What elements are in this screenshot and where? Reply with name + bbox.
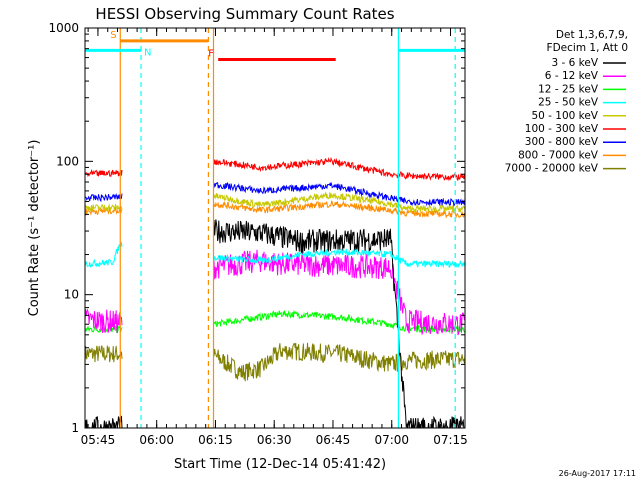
series-line-2-segment-1 [85, 308, 123, 334]
series-line-5-segment-2 [213, 191, 465, 214]
series-line-1-segment-2 [212, 219, 465, 428]
chart-title: HESSI Observing Summary Count Rates [95, 5, 394, 23]
series-line-5-segment-1 [85, 203, 123, 213]
legend-label-5: 50 - 100 keV [531, 110, 598, 122]
series-line-1-segment-1 [85, 415, 123, 428]
x-tick-label-1: 05:45 [81, 433, 116, 447]
legend-label-1: 3 - 6 keV [551, 57, 598, 69]
marker-layer [119, 28, 456, 428]
series-line-6-segment-1 [85, 168, 123, 178]
footer-stamp: 26-Aug-2017 17:11 [559, 469, 636, 478]
legend-label-3: 12 - 25 keV [538, 83, 599, 95]
legend-label-9: 7000 - 20000 keV [505, 163, 599, 175]
x-tick-label-3: 06:15 [198, 433, 233, 447]
legend-label-7: 300 - 800 keV [525, 136, 599, 148]
series-line-4-segment-1 [85, 241, 123, 268]
series-line-2-segment-2 [212, 249, 465, 336]
annotation-label-3: F [208, 49, 214, 60]
x-tick-label-2: 06:00 [139, 433, 174, 447]
x-axis-label: Start Time (12-Dec-14 05:41:42) [174, 457, 386, 472]
legend-label-8: 800 - 7000 keV [518, 149, 599, 161]
x-tick-label-4: 06:30 [257, 433, 292, 447]
legend-header-1: Det 1,3,6,7,9, [556, 29, 628, 41]
x-tick-label-5: 06:45 [316, 433, 351, 447]
plot-frame [84, 27, 466, 429]
annotation-label-2: N [144, 47, 151, 58]
series-line-7-segment-1 [85, 192, 123, 203]
series-line-3-segment-1 [85, 325, 123, 334]
x-tick-label-7: 07:15 [433, 433, 468, 447]
series-line-9-segment-2 [212, 342, 465, 382]
series-line-4-segment-2 [213, 247, 465, 269]
legend-label-6: 100 - 300 keV [525, 123, 599, 135]
y-tick-label-4: 1000 [48, 21, 79, 35]
series-line-7-segment-2 [213, 181, 465, 207]
series-line-8-segment-1 [85, 205, 123, 216]
y-axis-label: Count Rate (s⁻¹ detector⁻¹) [27, 140, 42, 317]
series-line-9-segment-1 [85, 345, 123, 364]
legend: Det 1,3,6,7,9,FDecim 1, Att 0 3 - 6 keV6 … [505, 29, 628, 175]
series-line-8-segment-2 [212, 200, 465, 219]
annotation-layer: S N F [85, 30, 465, 62]
series-line-6-segment-2 [212, 156, 465, 182]
legend-header-2: FDecim 1, Att 0 [547, 42, 628, 54]
axis-layer: 05:45 06:00 06:15 06:30 06:45 07:00 07:15 1 10 10… [48, 21, 467, 447]
y-tick-label-2: 10 [64, 288, 79, 302]
y-tick-label-3: 100 [56, 154, 79, 168]
annotation-label-1: S [110, 30, 116, 41]
legend-label-4: 25 - 50 keV [538, 97, 599, 109]
legend-label-2: 6 - 12 keV [545, 70, 599, 82]
data-layer [85, 156, 465, 428]
y-tick-label-1: 1 [71, 421, 79, 435]
x-tick-label-6: 07:00 [374, 433, 409, 447]
